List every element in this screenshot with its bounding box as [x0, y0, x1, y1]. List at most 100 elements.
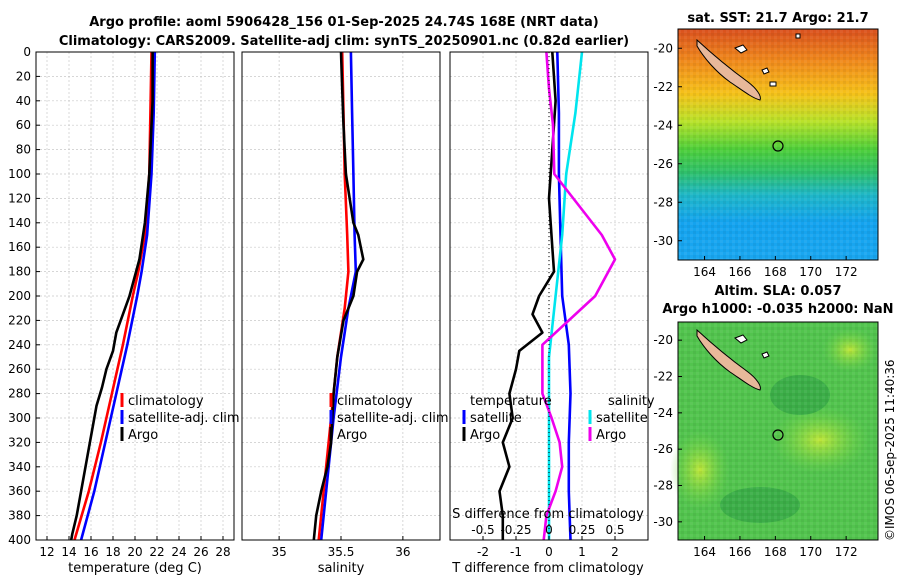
y-tick-label: 400 [8, 533, 31, 547]
s-tick-label: 0.5 [605, 523, 624, 537]
t-difference-xlabel: T difference from climatology [451, 561, 644, 576]
legend-label: Argo [596, 428, 626, 443]
y-tick-label: 340 [8, 460, 31, 474]
x-tick-label: -1 [510, 545, 522, 559]
sst-map-title: sat. SST: 21.7 Argo: 21.7 [687, 11, 868, 26]
lat-tick-label: -28 [653, 479, 673, 493]
y-tick-label: 40 [16, 94, 31, 108]
x-tick-label: 12 [39, 545, 54, 559]
series-line-argo [312, 51, 365, 541]
x-tick-label: 26 [193, 545, 208, 559]
s-tick-label: -0.25 [500, 523, 531, 537]
difference-legend: temperature satellite Argo salinity sate… [462, 394, 655, 443]
legend-label: satellite [470, 411, 522, 426]
x-tick-label: -2 [477, 545, 489, 559]
sla-map-frame [677, 321, 879, 541]
x-tick-label: 22 [149, 545, 164, 559]
new-caledonia-island [696, 328, 761, 391]
x-tick-label: 28 [215, 545, 230, 559]
legend-label: climatology [337, 394, 413, 409]
island-outline [769, 81, 777, 87]
series-line-t-argo [498, 51, 557, 540]
lat-tick-label: -22 [653, 80, 673, 94]
y-tick-label: 180 [8, 265, 31, 279]
series-line-s-argo [541, 51, 617, 541]
lat-tick-label: -26 [653, 157, 673, 171]
argo-location-marker [772, 140, 784, 152]
legend-label: Argo [470, 428, 500, 443]
y-tick-label: 280 [8, 387, 31, 401]
lon-tick-label: 172 [835, 545, 858, 559]
legend-label: Argo [128, 428, 158, 443]
salinity-panel: 35 35.5 36 salinity climatology satellite-… [241, 51, 449, 576]
temperature-xlabel: temperature (deg C) [68, 561, 202, 576]
y-tick-label: 220 [8, 313, 31, 327]
legend-label: Argo [337, 428, 367, 443]
x-tick-label: 2 [611, 545, 619, 559]
argo-location-marker [772, 429, 784, 441]
lat-tick-label: -26 [653, 442, 673, 456]
lat-tick-label: -24 [653, 118, 673, 132]
y-tick-label: 60 [16, 118, 31, 132]
timestamp: ©IMOS 06-Sep-2025 11:40:36 [883, 359, 897, 541]
legend-label: satellite-adj. clim [128, 411, 240, 426]
sla-pixel-texture [678, 322, 878, 540]
series-line-argo [69, 52, 154, 541]
legend-label: satellite [596, 411, 648, 426]
lat-tick-label: -30 [653, 234, 673, 248]
island-outline [734, 44, 748, 54]
sla-map-title-line-1: Altim. SLA: 0.057 [715, 284, 842, 299]
lat-tick-label: -28 [653, 195, 673, 209]
lon-tick-label: 166 [728, 545, 751, 559]
island-outline [761, 67, 770, 75]
y-tick-label: 100 [8, 167, 31, 181]
salinity-legend: climatology satellite-adj. clim Argo [329, 393, 449, 443]
sla-map: Altim. SLA: 0.057 Argo h1000: -0.035 h20… [653, 284, 893, 559]
lon-tick-label: 166 [728, 265, 751, 279]
new-caledonia-island [696, 38, 761, 101]
island-outline [761, 351, 770, 359]
s-tick-label: 0.25 [569, 523, 596, 537]
s-tick-label: 0 [545, 523, 553, 537]
y-tick-label: 380 [8, 509, 31, 523]
x-tick-label: 35.5 [328, 545, 355, 559]
y-tick-label: 20 [16, 69, 31, 83]
x-tick-label: 18 [105, 545, 120, 559]
y-tick-label: 300 [8, 411, 31, 425]
x-tick-label: 16 [83, 545, 98, 559]
lon-tick-label: 164 [693, 545, 716, 559]
lat-tick-label: -30 [653, 515, 673, 529]
lat-tick-label: -22 [653, 370, 673, 384]
lon-tick-label: 172 [835, 265, 858, 279]
x-tick-label: 24 [171, 545, 186, 559]
x-tick-label: 20 [127, 545, 142, 559]
lon-tick-label: 170 [799, 265, 822, 279]
lat-tick-label: -20 [653, 41, 673, 55]
y-tick-label: 120 [8, 191, 31, 205]
legend-label: satellite-adj. clim [337, 411, 449, 426]
y-tick-label: 80 [16, 143, 31, 157]
x-tick-label: 1 [578, 545, 586, 559]
y-tick-label: 140 [8, 216, 31, 230]
s-difference-label: S difference from climatology [452, 507, 644, 522]
sst-map: sat. SST: 21.7 Argo: 21.7 -20 -22 -24 -26 -2… [653, 11, 879, 279]
s-tick-label: -0.5 [471, 523, 494, 537]
temperature-legend: climatology satellite-adj. clim Argo [120, 393, 240, 443]
salinity-xlabel: salinity [318, 561, 365, 576]
lon-tick-label: 164 [693, 265, 716, 279]
y-tick-label: 240 [8, 338, 31, 352]
lon-tick-label: 168 [764, 545, 787, 559]
lon-tick-label: 170 [799, 545, 822, 559]
temperature-panel: 0 20 40 60 80 100 120 140 160 180 200 220 240 260 280 3… [8, 45, 240, 576]
y-tick-label: 360 [8, 484, 31, 498]
lat-tick-label: -24 [653, 406, 673, 420]
legend-title-temperature: temperature [470, 394, 552, 409]
island-outline [734, 334, 748, 344]
title-line-1: Argo profile: aoml 5906428_156 01-Sep-20… [89, 15, 599, 30]
y-tick-label: 200 [8, 289, 31, 303]
sst-pixel-texture [678, 29, 878, 260]
x-tick-label: 0 [545, 545, 553, 559]
title-line-2: Climatology: CARS2009. Satellite-adj cli… [59, 34, 629, 49]
difference-panel: -2 -1 0 1 2 -0.5 -0.25 0 0.25 0.5 S difference f… [449, 51, 655, 576]
